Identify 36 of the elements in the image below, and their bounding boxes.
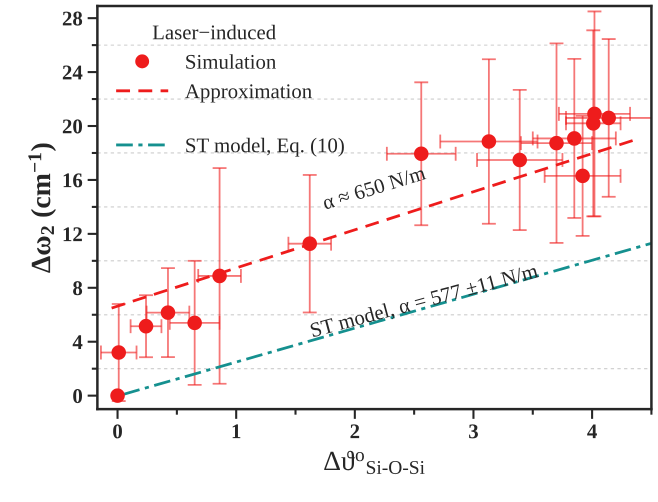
annotation: α ≈ 650 N/m: [322, 166, 426, 210]
y-tick-label: 20: [62, 119, 82, 134]
x-axis-title: Δϑ$^{o}$$_{Si-O-Si}$: [324, 450, 425, 474]
point: [111, 345, 126, 360]
point: [549, 136, 564, 150]
y-tick-label: 8: [73, 281, 82, 296]
y-tick-label: 12: [64, 227, 82, 242]
point: [110, 388, 125, 403]
legend-label: Simulation: [186, 54, 276, 69]
y-tick-label: 16: [64, 173, 82, 188]
point: [575, 168, 590, 184]
point: [482, 134, 496, 149]
point: [567, 131, 582, 146]
x-tick-label: 2: [350, 424, 360, 438]
point: [587, 106, 602, 122]
legend-title: Laser−induced: [152, 24, 276, 40]
y-tick-label: 28: [62, 12, 82, 26]
y-tick-label: 4: [72, 335, 82, 349]
point: [302, 236, 318, 251]
point: [160, 305, 176, 320]
point: [601, 110, 616, 126]
point: [414, 146, 429, 162]
x-tick-label: 4: [587, 424, 597, 438]
point: [187, 316, 202, 330]
legend-label: ST model, Eq. (10): [186, 138, 344, 157]
y-axis-title: Δω$_{2}$ (cm$^{−1}$): [28, 143, 56, 273]
y-tick-label: 24: [62, 66, 82, 80]
x-tick-label: 0: [113, 424, 122, 438]
x-tick-label: 3: [469, 424, 478, 438]
legend-label: Approximation: [185, 84, 312, 103]
y-tick-label: 0: [73, 389, 82, 404]
point: [512, 152, 528, 168]
annotation: ST model, α = 577 ±11 N/m: [310, 262, 540, 340]
point: [138, 318, 154, 334]
point: [212, 268, 227, 284]
x-tick-label: 1: [232, 424, 240, 438]
